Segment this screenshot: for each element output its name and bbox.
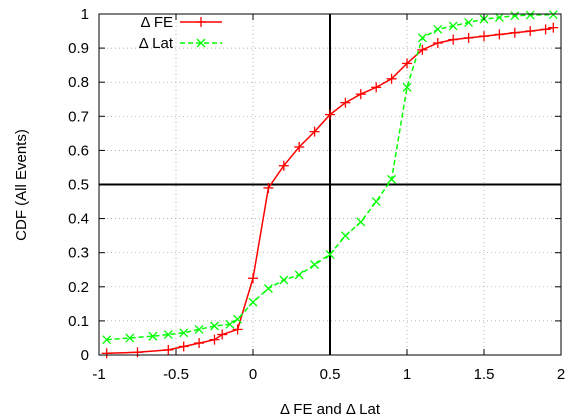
x-tick-label: 2 [557,366,565,383]
y-tick-label: 0.3 [68,245,89,262]
x-tick-label: 1 [403,366,411,383]
legend-label-fe: Δ FE [140,14,173,31]
series-0-point [194,338,204,348]
legend-label-lat: Δ Lat [139,35,174,52]
series-0-point [102,348,112,358]
series-1-point [418,34,426,42]
series-1-point [295,271,303,279]
series-0-point [233,324,243,334]
x-tick-label: 0 [249,366,257,383]
series-0-point [163,345,173,355]
series-1-point [280,276,288,284]
series-1-point [264,285,272,293]
x-tick-label: -0.5 [163,366,189,383]
y-tick-label: 0.1 [68,313,89,330]
series-0-point [464,33,474,43]
reference-lines [99,14,561,355]
legend: Δ FE Δ Lat [139,14,222,52]
y-tick-label: 0.9 [68,40,89,57]
y-tick-label: 0.5 [68,177,89,194]
y-tick-label: 1 [81,6,89,23]
series-0-point [179,341,189,351]
legend-entry-lat: Δ Lat [139,35,222,52]
y-tick-label: 0.8 [68,74,89,91]
legend-entry-fe: Δ FE [140,14,222,31]
series-0-point [248,273,258,283]
y-tick-label: 0.2 [68,279,89,296]
y-tick-label: 0.7 [68,108,89,125]
series-0-point [217,330,227,340]
series-1-point [549,11,557,19]
series-0-point [210,335,220,345]
series-0-point [133,347,143,357]
series-1-point [511,12,519,20]
series-1-point [311,261,319,269]
series-0-point [448,35,458,45]
x-tick-label: -1 [92,366,105,383]
series-0-point [494,29,504,39]
series-1-point [434,25,442,33]
series-0-point [356,89,366,99]
legend-point-fe [196,17,206,27]
y-tick-label: 0.4 [68,211,89,228]
series-0-point [525,26,535,36]
series-0-point [433,38,443,48]
y-tick-label: 0.6 [68,142,89,159]
series-0-point [371,82,381,92]
series-0-point [479,31,489,41]
y-axis-label: CDF (All Events) [13,129,30,241]
series-1-point [249,298,257,306]
series-0-point [548,23,558,33]
series-1-point [372,198,380,206]
series-0-point [510,28,520,38]
legend-marker-fe [196,17,206,27]
x-axis-label: Δ FE and Δ Lat [280,401,381,418]
y-tick-label: 0 [81,347,89,364]
series-1-point [357,218,365,226]
x-tick-label: 0.5 [320,366,341,383]
series-1-point [341,232,349,240]
series-0-point [541,24,551,34]
tick-layer: -1 -0.5 0 0.5 1 1.5 2 0 0.1 0.2 0.3 0.4 0.5 0.6 0.7 0.8… [68,6,565,383]
x-tick-label: 1.5 [474,366,495,383]
